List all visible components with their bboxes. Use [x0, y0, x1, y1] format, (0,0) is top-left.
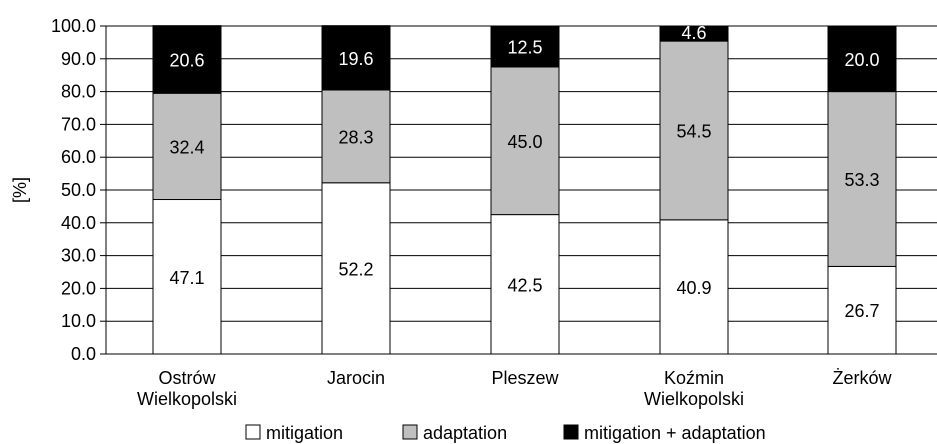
category-label: Koźmin — [664, 368, 724, 388]
data-label: 54.5 — [676, 121, 711, 141]
y-tick-label: 70.0 — [61, 114, 96, 134]
category-label: Żerków — [832, 368, 892, 388]
y-tick-label: 90.0 — [61, 49, 96, 69]
data-label: 32.4 — [169, 137, 204, 157]
legend: mitigation adaptation mitigation + adaptat… — [246, 423, 766, 443]
data-label: 4.6 — [681, 23, 706, 43]
data-label: 28.3 — [338, 127, 373, 147]
data-label: 42.5 — [507, 275, 542, 295]
legend-swatch — [246, 425, 260, 439]
data-label: 20.0 — [844, 50, 879, 70]
category-label: Wielkopolski — [644, 389, 744, 409]
y-tick-label: 0.0 — [71, 344, 96, 364]
category-label: Wielkopolski — [137, 389, 237, 409]
category-label: Jarocin — [327, 368, 385, 388]
legend-label: mitigation + adaptation — [584, 423, 766, 443]
y-axis: 0.0 10.0 20.0 30.0 40.0 50.0 60.0 70.0 80.0 90.0 1… — [51, 16, 106, 364]
y-tick-label: 30.0 — [61, 246, 96, 266]
bars: 47.1 32.4 20.6 52.2 28.3 19.6 42.5 45.0 12.5 40.9… — [153, 23, 896, 354]
data-label: 52.2 — [338, 259, 373, 279]
y-tick-label: 10.0 — [61, 311, 96, 331]
legend-label: adaptation — [423, 423, 507, 443]
y-axis-label: [%] — [10, 177, 30, 203]
data-label: 47.1 — [169, 268, 204, 288]
data-label: 45.0 — [507, 132, 542, 152]
data-label: 26.7 — [844, 301, 879, 321]
category-label: Pleszew — [491, 368, 559, 388]
y-tick-label: 20.0 — [61, 278, 96, 298]
y-tick-label: 50.0 — [61, 180, 96, 200]
y-tick-label: 100.0 — [51, 16, 96, 36]
legend-swatch — [564, 425, 578, 439]
data-label: 40.9 — [676, 278, 711, 298]
data-label: 53.3 — [844, 170, 879, 190]
data-label: 20.6 — [169, 50, 204, 70]
legend-swatch — [403, 425, 417, 439]
category-label: Ostrów — [158, 368, 216, 388]
y-tick-label: 80.0 — [61, 82, 96, 102]
legend-label: mitigation — [266, 423, 343, 443]
data-label: 19.6 — [338, 49, 373, 69]
y-tick-label: 40.0 — [61, 213, 96, 233]
data-label: 12.5 — [507, 38, 542, 58]
y-tick-label: 60.0 — [61, 147, 96, 167]
